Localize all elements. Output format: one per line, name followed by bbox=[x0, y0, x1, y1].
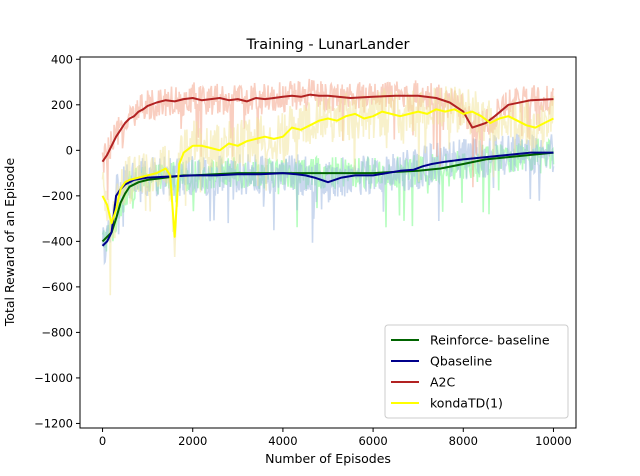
x-tick-label: 2000 bbox=[178, 434, 207, 448]
legend-box bbox=[384, 324, 569, 419]
y-tick-label: 200 bbox=[51, 98, 73, 112]
y-axis-label: Total Reward of an Episode bbox=[2, 158, 17, 328]
x-tick-label: 0 bbox=[99, 434, 106, 448]
series-line-2 bbox=[101, 93, 554, 163]
y-axis: 400 200 0 −200 −400 −600 −800 −1000 −1200 bbox=[34, 52, 80, 430]
series-line-1 bbox=[101, 151, 554, 247]
y-tick-label: −600 bbox=[41, 280, 73, 294]
legend-label: kondaTD(1) bbox=[430, 396, 503, 411]
plot-frame bbox=[79, 56, 577, 429]
y-tick-label: −800 bbox=[41, 325, 73, 339]
y-tick-label: 400 bbox=[51, 52, 73, 66]
x-tick-label: 10000 bbox=[535, 434, 572, 448]
legend-label: Reinforce- baseline bbox=[430, 333, 550, 348]
legend-label: A2C bbox=[430, 375, 456, 390]
series-layer bbox=[101, 93, 554, 247]
x-axis-label: Number of Episodes bbox=[265, 451, 391, 466]
series-line-0 bbox=[101, 151, 554, 243]
y-tick-label: −1200 bbox=[34, 416, 73, 430]
y-tick-label: −1000 bbox=[34, 371, 73, 385]
x-tick-label: 6000 bbox=[358, 434, 387, 448]
legend-label: Qbaseline bbox=[430, 354, 493, 369]
legend: Reinforce- baseline Qbaseline A2C kondaTD(1… bbox=[384, 324, 569, 419]
y-tick-label: 0 bbox=[66, 143, 73, 157]
x-tick-label: 8000 bbox=[449, 434, 478, 448]
y-tick-label: −200 bbox=[41, 189, 73, 203]
y-tick-label: −400 bbox=[41, 234, 73, 248]
series-line-3 bbox=[101, 108, 554, 238]
x-axis: 0 2000 4000 6000 8000 10000 bbox=[99, 428, 572, 448]
x-tick-label: 4000 bbox=[268, 434, 297, 448]
chart-title: Training - LunarLander bbox=[246, 37, 410, 53]
